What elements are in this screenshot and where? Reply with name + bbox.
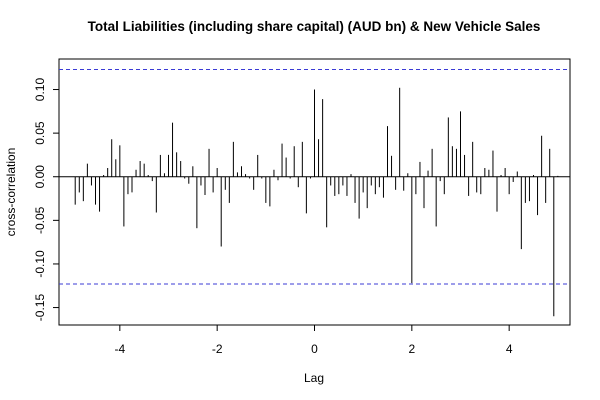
y-axis: -0.15 -0.10 -0.05 0.00 0.05 0.10 [33, 78, 59, 322]
x-axis: -4 -2 0 2 4 [114, 325, 513, 356]
ccf-bars [59, 87, 570, 317]
x-tick-label: 2 [408, 342, 415, 356]
y-tick-label: -0.10 [33, 250, 47, 278]
x-axis-label: Lag [304, 371, 324, 385]
y-tick-label: 0.00 [33, 165, 47, 189]
confidence-bounds [59, 68, 570, 285]
y-tick-label: -0.05 [33, 206, 47, 234]
y-tick-label: -0.15 [33, 294, 47, 322]
y-axis-label: cross-correlation [4, 148, 18, 237]
y-tick-label: 0.05 [33, 121, 47, 145]
x-tick-label: -2 [212, 342, 223, 356]
x-tick-label: 0 [311, 342, 318, 356]
x-tick-label: 4 [506, 342, 513, 356]
chart-title: Total Liabilities (including share capit… [88, 19, 541, 34]
x-tick-label: -4 [114, 342, 125, 356]
y-tick-label: 0.10 [33, 78, 47, 102]
